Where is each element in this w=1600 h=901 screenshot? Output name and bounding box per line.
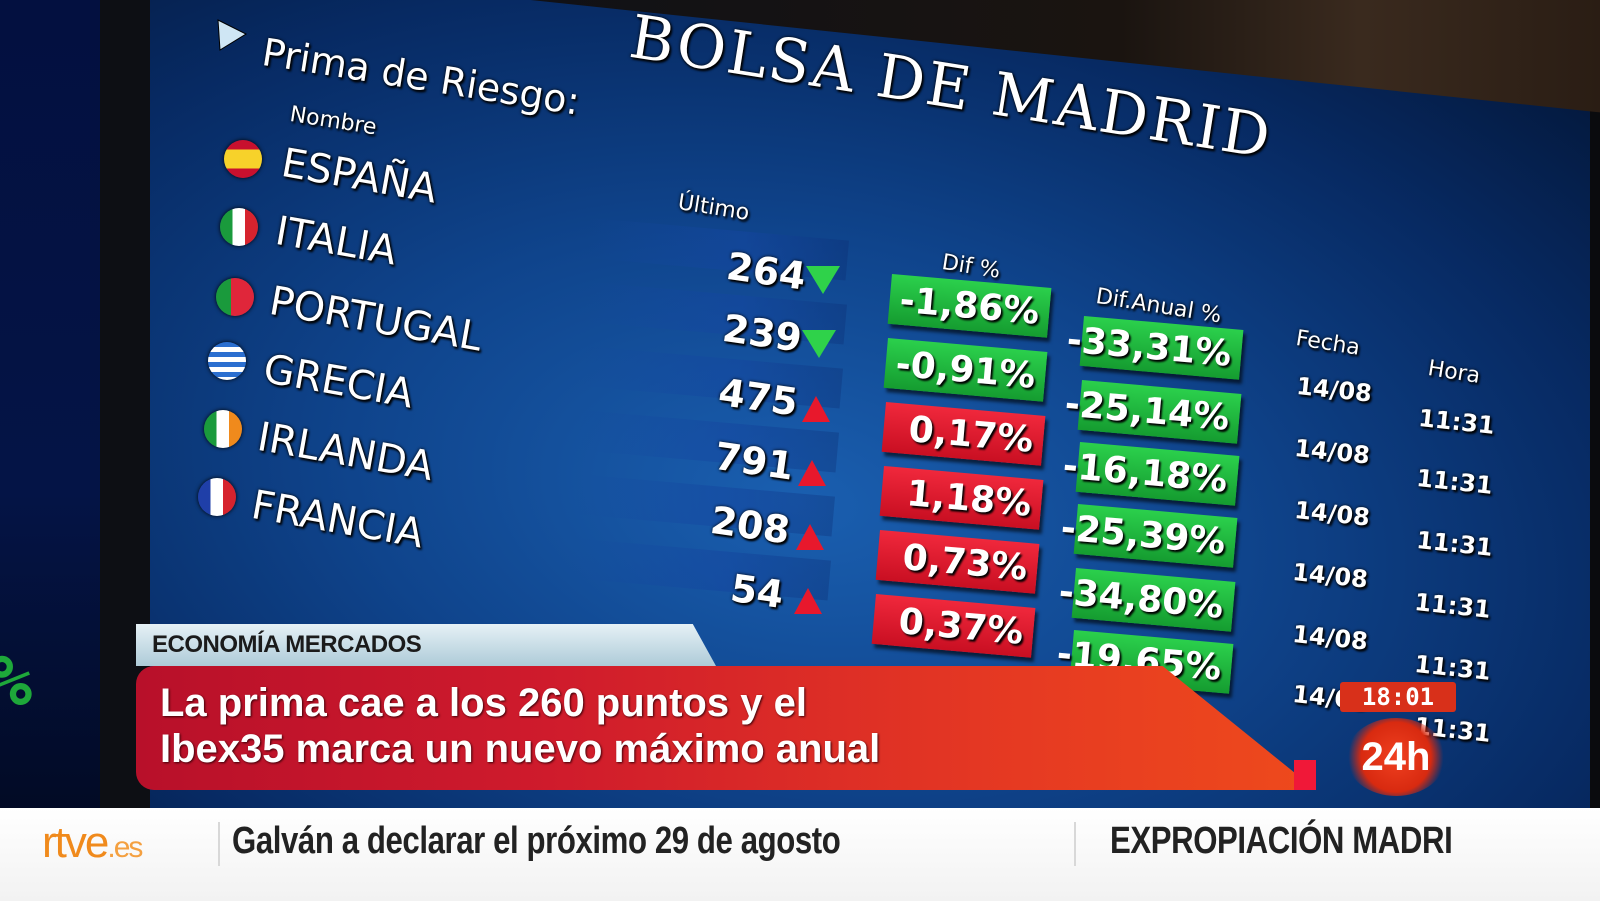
trend-down-icon [802,330,836,358]
channel-24h-logo: 24h [1346,718,1446,796]
portugal-flag-icon [216,278,254,316]
left-monitor-text: % [0,640,32,722]
ticker-item: EXPROPIACIÓN MADRI [1110,820,1453,862]
col-header-date: Fecha [1294,326,1362,361]
left-monitor: % [0,0,110,820]
news-headline-banner: La prima cae a los 260 puntos y el Ibex3… [136,666,1316,790]
banner-accent [1294,760,1316,790]
trend-up-icon [802,396,830,422]
trend-up-icon [798,460,826,486]
col-header-name: Nombre [288,102,379,141]
dif-cell: -0,91% [883,338,1048,402]
ticker-divider [1074,822,1076,866]
news-category-label: ECONOMÍA MERCADOS [136,624,716,666]
country-name: ESPAÑA [278,140,441,213]
country-name: FRANCIA [248,482,427,558]
time-value: 11:31 [1413,650,1492,686]
ticker-item: Galván a declarar el próximo 29 de agost… [232,820,841,862]
dif-annual-cell: -34,80% [1057,568,1236,632]
rtve-logo: rtve.es [42,818,143,867]
headline-line-2: Ibex35 marca un nuevo máximo anual [160,727,881,771]
date-value: 14/08 [1291,558,1370,594]
trend-up-icon [794,588,822,614]
broadcast-clock: 18:01 [1340,682,1456,712]
country-name: ITALIA [272,208,401,275]
time-value: 11:31 [1415,526,1494,562]
trend-down-icon [806,266,840,294]
broadcast-scene: % Prima de Riesgo: BOLSA DE MADRID Nombr… [0,0,1600,820]
stock-board: Prima de Riesgo: BOLSA DE MADRID Nombre … [198,2,1496,748]
col-header-time: Hora [1426,356,1482,389]
spain-flag-icon [224,140,262,178]
time-value: 11:31 [1415,464,1494,500]
dif-cell: 0,37% [871,594,1036,658]
date-value: 14/08 [1293,496,1372,532]
date-value: 14/08 [1293,434,1372,470]
board-title: BOLSA DE MADRID [625,2,1277,173]
greece-flag-icon [208,342,246,380]
country-name: GRECIA [260,346,417,418]
dif-annual-cell: -25,39% [1059,504,1238,568]
dif-cell: 1,18% [879,466,1044,530]
country-name: PORTUGAL [266,278,486,361]
dif-cell: 0,17% [881,402,1046,466]
play-arrow-icon [217,19,248,51]
col-header-last: Último [676,190,751,226]
ireland-flag-icon [204,410,242,448]
date-value: 14/08 [1291,620,1370,656]
trend-up-icon [796,524,824,550]
headline-line-1: La prima cae a los 260 puntos y el [160,681,807,725]
ticker-divider [218,822,220,866]
dif-cell: 0,73% [875,530,1040,594]
dif-annual-cell: -16,18% [1061,442,1240,506]
category-text: ECONOMÍA MERCADOS [152,631,422,658]
news-ticker: rtve.es Galván a declarar el próximo 29 … [0,808,1600,901]
time-value: 11:31 [1413,588,1492,624]
time-value: 11:31 [1417,404,1496,440]
last-value: 54 [727,566,787,617]
dif-annual-cell: -25,14% [1063,380,1242,444]
dif-cell: -1,86% [887,274,1052,338]
country-name: IRLANDA [254,414,437,491]
date-value: 14/08 [1295,372,1374,408]
italy-flag-icon [220,208,258,246]
row-bar [568,538,832,601]
france-flag-icon [198,478,236,516]
